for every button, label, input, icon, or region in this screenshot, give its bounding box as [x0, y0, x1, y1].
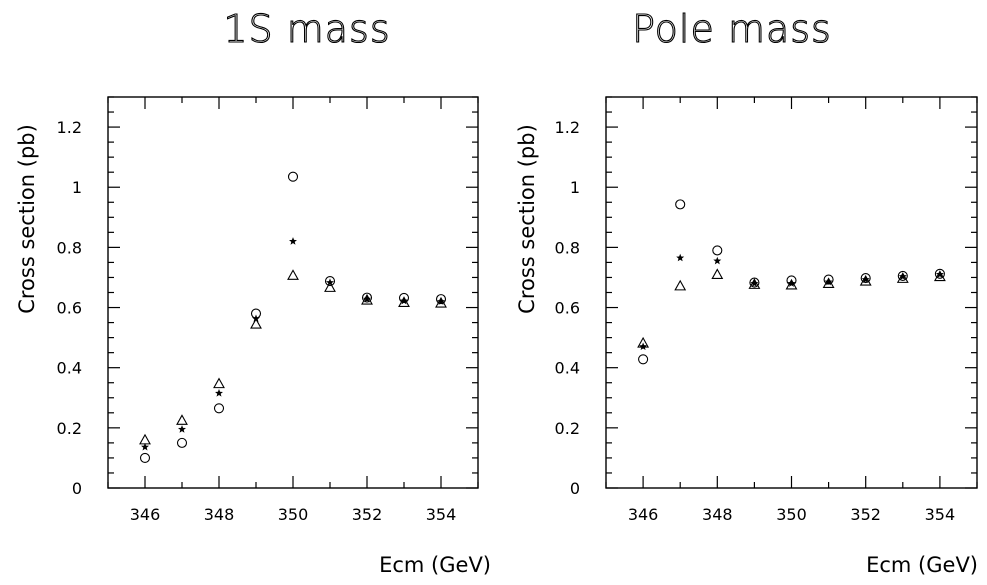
data-point-star — [437, 297, 445, 305]
data-point-star — [750, 279, 759, 287]
data-point-circle — [897, 270, 908, 282]
data-point-triangle — [176, 414, 188, 425]
y-tick-label: 0 — [72, 479, 82, 498]
x-axis-label: Ecm (GeV) — [379, 553, 491, 577]
data-point-star — [787, 279, 796, 287]
y-tick-label: 1 — [570, 178, 580, 197]
y-tick-label: 0.4 — [555, 359, 580, 378]
data-point-circle — [287, 171, 299, 182]
y-tick-label: 0.8 — [57, 238, 82, 257]
data-point-triangle — [213, 377, 225, 389]
data-point-triangle — [250, 317, 262, 329]
data-point-circle — [860, 273, 871, 284]
data-point-circle — [435, 294, 447, 305]
data-point-star — [713, 256, 722, 265]
y-tick-label: 1.2 — [555, 118, 580, 137]
x-tick-label: 352 — [850, 505, 881, 524]
data-point-triangle — [896, 272, 909, 283]
data-point-triangle — [674, 279, 687, 291]
data-point-triangle — [324, 281, 336, 292]
data-point-triangle — [822, 277, 835, 289]
data-point-circle — [176, 437, 188, 448]
data-point-triangle — [933, 270, 946, 282]
y-tick-label: 0.6 — [555, 299, 580, 318]
data-point-star — [215, 389, 223, 397]
data-point-triangle — [398, 296, 410, 307]
x-tick-label: 352 — [352, 505, 383, 524]
plot-frame — [605, 96, 978, 489]
data-point-triangle — [435, 296, 447, 308]
y-tick-label: 1 — [72, 178, 82, 197]
y-tick-label: 1.2 — [57, 118, 82, 137]
data-point-star — [289, 237, 297, 245]
data-point-triangle — [361, 293, 373, 305]
y-axis-label: Cross section (pb) — [15, 124, 39, 314]
data-point-star — [898, 272, 907, 280]
data-point-star — [861, 275, 870, 283]
x-tick-label: 350 — [278, 505, 309, 524]
data-point-star — [400, 296, 408, 305]
data-point-triangle — [785, 278, 798, 290]
plot-frame — [107, 96, 479, 489]
data-point-circle — [675, 199, 686, 210]
data-point-circle — [361, 292, 373, 303]
data-point-star — [178, 425, 186, 433]
x-tick-label: 346 — [130, 505, 161, 524]
y-tick-label: 0.8 — [555, 238, 580, 257]
y-tick-label: 0.2 — [555, 419, 580, 438]
data-point-star — [639, 342, 648, 351]
x-tick-label: 350 — [776, 505, 807, 524]
data-point-star — [935, 270, 944, 278]
data-point-triangle — [748, 278, 761, 289]
panel-pole-mass: Pole mass Ecm (GeV) Cross section (pb) 3… — [515, 6, 978, 577]
data-point-star — [141, 442, 149, 451]
data-point-triangle — [711, 268, 724, 280]
data-point-triangle — [287, 269, 299, 280]
data-point-triangle — [859, 274, 872, 286]
x-tick-label: 354 — [426, 505, 457, 524]
data-point-circle — [749, 277, 760, 288]
x-tick-label: 348 — [204, 505, 235, 524]
data-point-circle — [823, 274, 834, 285]
y-tick-label: 0.6 — [57, 299, 82, 318]
data-point-circle — [934, 268, 945, 279]
data-point-circle — [213, 403, 225, 414]
x-tick-label: 354 — [925, 505, 956, 524]
x-tick-label: 348 — [702, 505, 733, 524]
y-tick-label: 0.4 — [57, 359, 82, 378]
data-point-circle — [712, 245, 723, 256]
data-point-circle — [638, 354, 649, 365]
data-point-triangle — [637, 336, 650, 348]
data-point-circle — [324, 276, 336, 287]
y-tick-label: 0.2 — [57, 419, 82, 438]
x-axis-label: Ecm (GeV) — [866, 553, 978, 577]
chart-title: 1S mass — [223, 7, 390, 51]
y-axis-label: Cross section (pb) — [515, 124, 539, 314]
data-point-star — [363, 294, 371, 303]
chart-title: Pole mass — [632, 7, 832, 51]
data-point-circle — [139, 452, 151, 463]
panel-1s-mass: 1S mass Ecm (GeV) Cross section (pb) 346… — [15, 6, 491, 577]
data-point-star — [676, 253, 685, 262]
x-tick-label: 346 — [628, 505, 659, 524]
y-tick-label: 0 — [570, 479, 580, 498]
data-point-star — [824, 277, 833, 286]
data-point-triangle — [139, 433, 151, 445]
